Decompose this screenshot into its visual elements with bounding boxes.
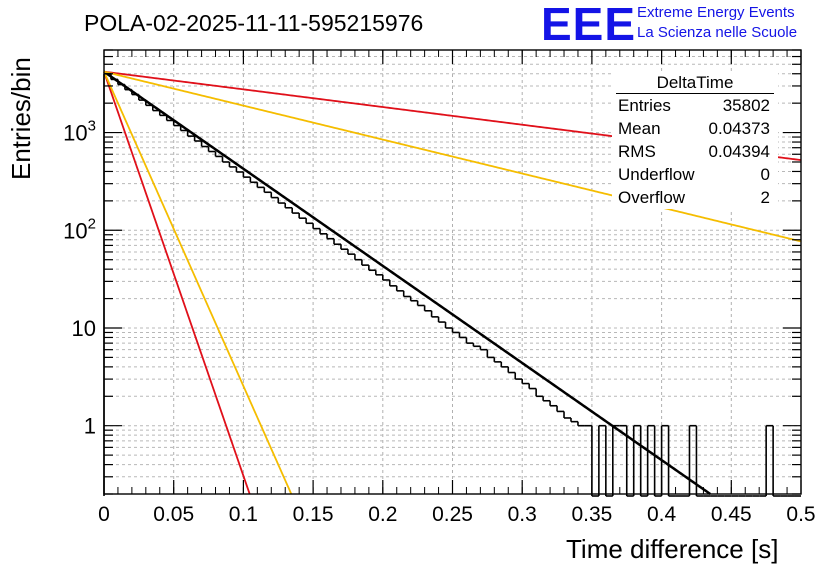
stats-title: DeltaTime xyxy=(616,72,774,94)
stats-row-underflow: Underflow 0 xyxy=(612,163,778,186)
y-tick-base: 10 xyxy=(72,316,96,341)
stats-box: DeltaTime Entries 35802 Mean 0.04373 RMS 0.04… xyxy=(612,72,778,209)
y-tick-base: 10 xyxy=(63,121,87,146)
x-tick-label: 0.45 xyxy=(711,503,752,526)
y-tick-label: 103 xyxy=(63,118,96,146)
stats-label: Mean xyxy=(618,119,661,138)
y-tick-base: 1 xyxy=(84,414,96,439)
x-tick-label: 0.3 xyxy=(508,503,537,526)
logo-line-2: La Scienza nelle Scuole xyxy=(637,24,798,41)
stats-label: Underflow xyxy=(618,165,695,184)
x-tick-label: 0.35 xyxy=(571,503,612,526)
fit-curve-yellow-slow xyxy=(103,70,802,243)
stats-value: 0.04394 xyxy=(708,142,770,161)
eee-logo: EEE xyxy=(541,0,637,50)
x-tick-label: 0.5 xyxy=(786,503,815,526)
y-tick-label: 10 xyxy=(72,316,96,341)
stats-value: 2 xyxy=(760,188,770,207)
stats-label: Entries xyxy=(618,96,671,115)
stats-row-entries: Entries 35802 xyxy=(612,94,778,117)
fit-curve-fit xyxy=(103,70,711,496)
y-tick-base: 10 xyxy=(63,218,87,243)
fit-curve-red-fast xyxy=(103,71,251,495)
stats-row-rms: RMS 0.04394 xyxy=(612,140,778,163)
x-tick-label: 0.4 xyxy=(647,503,677,526)
y-tick-label: 102 xyxy=(63,215,96,243)
x-tick-label: 0 xyxy=(98,503,110,526)
y-tick-exponent: 2 xyxy=(88,215,96,232)
page-title: POLA-02-2025-11-11-595215976 xyxy=(84,10,424,36)
logo-line-1: Extreme Energy Events xyxy=(637,4,795,21)
stats-value: 0.04373 xyxy=(708,119,770,138)
y-tick-label: 1 xyxy=(84,414,96,439)
stats-value: 35802 xyxy=(722,96,770,115)
stats-row-overflow: Overflow 2 xyxy=(612,186,778,209)
grid xyxy=(104,49,801,495)
x-tick-label: 0.2 xyxy=(368,503,397,526)
histogram-bars xyxy=(103,72,801,497)
x-tick-label: 0.25 xyxy=(432,503,473,526)
x-tick-label: 0.15 xyxy=(293,503,334,526)
stats-row-mean: Mean 0.04373 xyxy=(612,117,778,140)
x-tick-label: 0.05 xyxy=(153,503,194,526)
stats-label: Overflow xyxy=(618,188,686,207)
x-axis-ticks: 0 0.05 0.1 0.15 0.2 0.25 0.3 0.35 0.4 0.45 0.5 xyxy=(98,50,816,526)
x-tick-label: 0.1 xyxy=(229,503,258,526)
y-axis-label: Entries/bin xyxy=(6,57,36,180)
fit-curve-yellow-fast xyxy=(103,71,293,495)
stats-label: RMS xyxy=(618,142,656,161)
y-tick-exponent: 3 xyxy=(88,118,96,135)
x-axis-label: Time difference [s] xyxy=(566,534,779,564)
stats-value: 0 xyxy=(760,165,770,184)
